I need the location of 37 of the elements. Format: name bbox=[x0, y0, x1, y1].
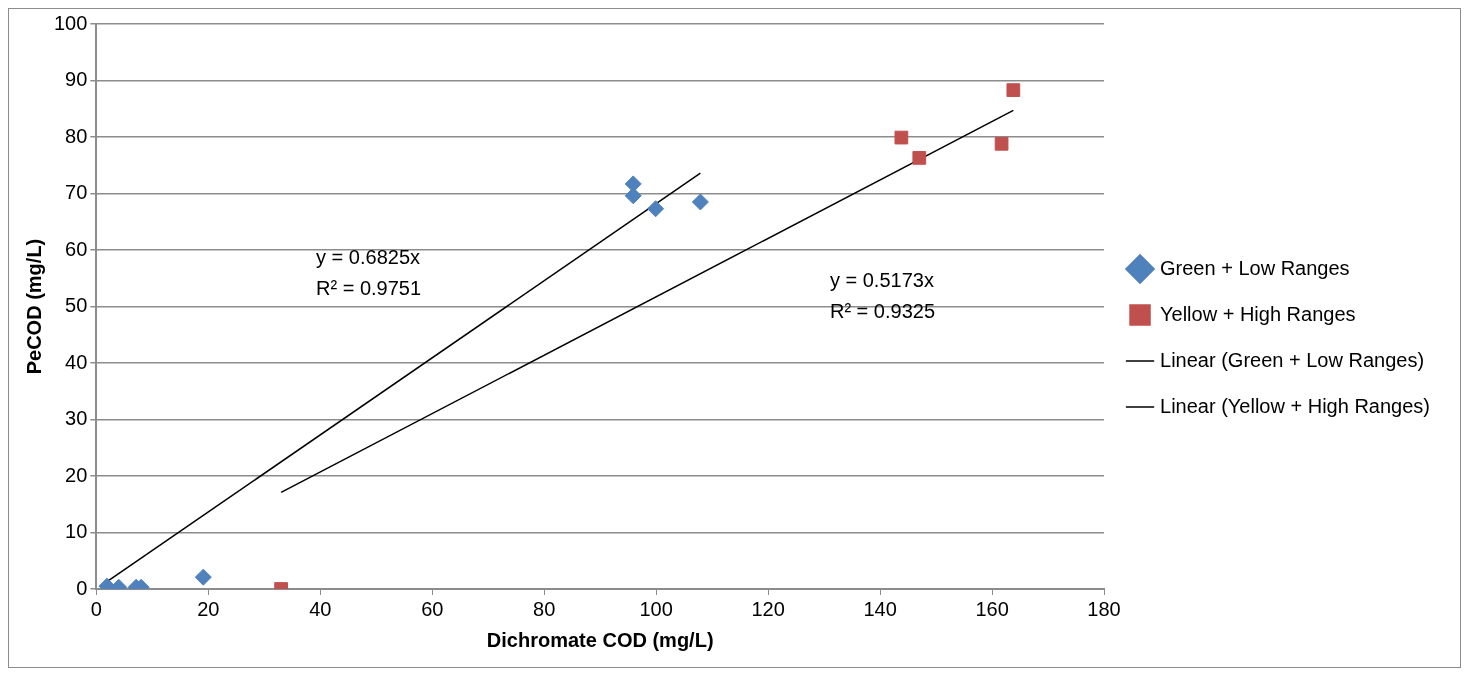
point bbox=[912, 151, 927, 165]
y-tick-label: 30 bbox=[65, 407, 88, 430]
y-tick-label: 40 bbox=[65, 350, 88, 373]
x-tick-label: 80 bbox=[533, 597, 556, 620]
x-tick-label: 40 bbox=[309, 597, 332, 620]
legend-label: Green + Low Ranges bbox=[1160, 256, 1350, 279]
x-tick-label: 180 bbox=[1087, 597, 1121, 620]
x-tick-label: 20 bbox=[197, 597, 220, 620]
point bbox=[994, 136, 1009, 151]
y-tick-label: 50 bbox=[65, 294, 88, 317]
x-axis-title: Dichromate COD (mg/L) bbox=[486, 628, 714, 651]
y-tick-label: 80 bbox=[65, 124, 88, 147]
x-tick-label: 0 bbox=[90, 597, 102, 620]
y-axis-title: PeCOD (mg/L) bbox=[22, 238, 45, 375]
y-tick-label: 90 bbox=[65, 68, 88, 91]
y-tick-label: 100 bbox=[53, 11, 88, 34]
annotation: R² = 0.9751 bbox=[316, 277, 422, 300]
x-tick-label: 60 bbox=[421, 597, 444, 620]
point bbox=[894, 130, 909, 145]
y-tick-label: 70 bbox=[65, 181, 88, 204]
annotation: y = 0.5173x bbox=[829, 268, 934, 291]
point bbox=[691, 193, 709, 211]
legend-label: Linear (Green + Low Ranges) bbox=[1160, 348, 1425, 371]
legend-label: Yellow + High Ranges bbox=[1160, 302, 1356, 325]
annotation: y = 0.6825x bbox=[316, 245, 421, 268]
y-tick-label: 60 bbox=[65, 237, 88, 260]
x-tick-label: 160 bbox=[975, 597, 1009, 620]
x-tick-label: 120 bbox=[751, 597, 785, 620]
y-tick-label: 10 bbox=[65, 520, 88, 543]
annotation: R² = 0.9325 bbox=[829, 299, 936, 322]
point bbox=[1006, 83, 1021, 97]
legend-label: Linear (Yellow + High Ranges) bbox=[1160, 394, 1431, 417]
y-tick-label: 20 bbox=[65, 463, 88, 486]
x-tick-label: 140 bbox=[863, 597, 897, 620]
x-tick-label: 100 bbox=[639, 597, 673, 620]
y-tick-label: 0 bbox=[76, 576, 88, 599]
point bbox=[647, 200, 665, 218]
